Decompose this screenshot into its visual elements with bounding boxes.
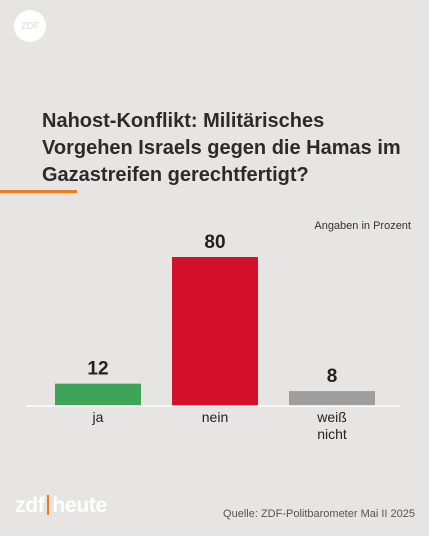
accent-line (0, 190, 77, 193)
data-label-0: 12 (87, 359, 108, 380)
bar-2 (289, 391, 375, 406)
units-note: Angaben in Prozent (314, 220, 411, 232)
logo-heute: heute (52, 494, 107, 517)
data-label-1: 80 (204, 232, 225, 253)
category-label-1: nein (202, 409, 228, 425)
zdfheute-logo: zdf heute (15, 494, 107, 518)
logo-divider (47, 495, 50, 515)
category-label-0: ja (92, 409, 104, 425)
chart-title: Nahost-Konflikt: Militärisches Vorgehen … (42, 110, 401, 186)
source-note: Quelle: ZDF-Politbarometer Mai II 2025 (223, 508, 415, 520)
bar-1 (172, 257, 258, 406)
bar-0 (55, 383, 141, 406)
zdf-logo-icon: ZDF (14, 10, 46, 42)
logo-zdf: zdf (15, 494, 45, 517)
category-label-2-line-1: nicht (317, 426, 347, 442)
zdf-logo-text: ZDF (21, 20, 39, 32)
category-label-2-line-0: weiß (316, 409, 347, 425)
data-label-2: 8 (327, 366, 338, 387)
